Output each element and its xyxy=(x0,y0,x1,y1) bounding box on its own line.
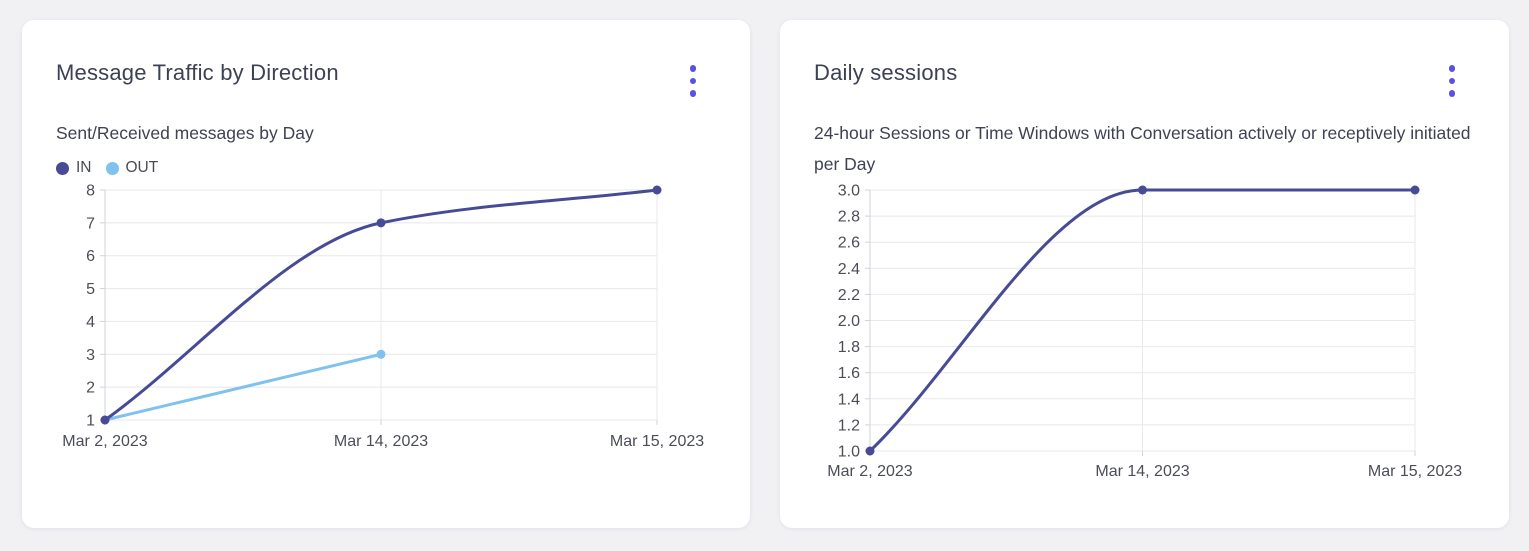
card-subtitle: Sent/Received messages by Day xyxy=(56,123,314,143)
svg-text:1.2: 1.2 xyxy=(838,417,860,434)
svg-text:1.6: 1.6 xyxy=(838,365,860,382)
svg-text:4: 4 xyxy=(86,314,95,331)
legend-dot-out xyxy=(105,161,119,175)
svg-text:2.8: 2.8 xyxy=(838,209,860,226)
svg-text:2.2: 2.2 xyxy=(838,287,860,304)
svg-text:1.0: 1.0 xyxy=(838,444,860,461)
svg-text:5: 5 xyxy=(86,281,95,298)
kebab-dot xyxy=(689,77,697,85)
svg-text:2: 2 xyxy=(86,380,95,397)
svg-text:Mar 14, 2023: Mar 14, 2023 xyxy=(334,433,428,450)
card-daily-sessions: Daily sessions 24-hour Sessions or Time … xyxy=(780,20,1509,528)
svg-text:Mar 14, 2023: Mar 14, 2023 xyxy=(1095,463,1189,480)
legend-item-in[interactable]: IN xyxy=(56,159,92,177)
svg-text:Mar 15, 2023: Mar 15, 2023 xyxy=(610,433,704,450)
kebab-dot xyxy=(689,65,697,72)
svg-text:1.8: 1.8 xyxy=(838,339,860,356)
svg-text:1.4: 1.4 xyxy=(838,391,860,408)
svg-text:2.0: 2.0 xyxy=(838,313,860,330)
kebab-dot xyxy=(689,90,697,97)
card-title: Daily sessions xyxy=(814,60,958,85)
kebab-dot xyxy=(1448,90,1456,97)
legend-label: IN xyxy=(76,159,92,176)
kebab-menu-icon[interactable] xyxy=(1439,62,1465,100)
svg-text:3.0: 3.0 xyxy=(838,183,860,200)
svg-text:7: 7 xyxy=(86,215,95,232)
svg-text:2.6: 2.6 xyxy=(838,235,860,252)
svg-text:8: 8 xyxy=(86,183,95,200)
message-traffic-line-chart: 1 2 3 4 5 6 7 8 Mar 2, 2023 Mar 14, 2023 Mar 15, 2… xyxy=(62,183,704,451)
legend-item-out[interactable]: OUT xyxy=(105,159,159,177)
card-message-traffic: Message Traffic by Direction Sent/Receiv… xyxy=(22,20,750,528)
card-subtitle: 24-hour Sessions or Time Windows with Co… xyxy=(814,123,1471,174)
svg-text:Mar 2, 2023: Mar 2, 2023 xyxy=(827,463,912,480)
kebab-dot xyxy=(1448,65,1456,72)
svg-text:Mar 2, 2023: Mar 2, 2023 xyxy=(62,433,147,450)
daily-sessions-line-chart: 1.0 1.2 1.4 1.6 1.8 2.0 2.2 2.4 2.6 2.8 3.0 Mar 2, … xyxy=(827,183,1462,481)
kebab-dot xyxy=(1448,77,1456,85)
svg-text:2.4: 2.4 xyxy=(838,261,860,278)
svg-text:3: 3 xyxy=(86,347,95,364)
svg-text:Mar 15, 2023: Mar 15, 2023 xyxy=(1368,463,1462,480)
chart-legend: IN OUT xyxy=(56,159,158,177)
kebab-menu-icon[interactable] xyxy=(680,62,706,100)
legend-dot-in xyxy=(56,161,69,175)
legend-label: OUT xyxy=(125,159,159,176)
svg-text:1: 1 xyxy=(86,413,95,430)
card-title: Message Traffic by Direction xyxy=(56,60,339,85)
svg-text:6: 6 xyxy=(86,248,95,265)
